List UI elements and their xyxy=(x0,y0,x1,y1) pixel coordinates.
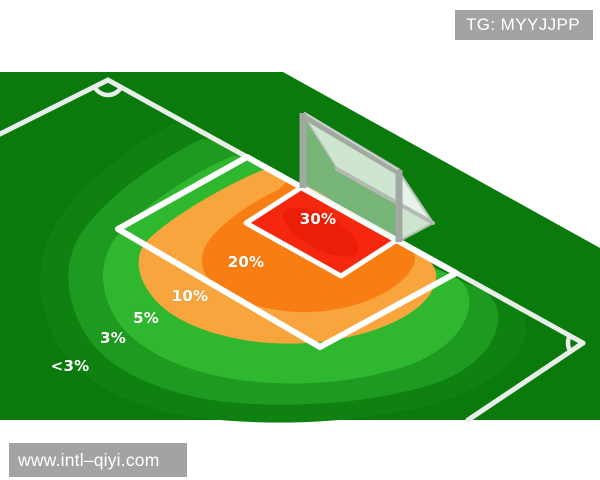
goal-crossbar-highlight xyxy=(303,111,399,171)
zone-30pct-core xyxy=(283,207,359,257)
goal xyxy=(299,111,435,244)
zone-label-5pct: 5% xyxy=(133,309,159,327)
zone-label-30pct: 30% xyxy=(299,210,337,228)
corner-arc-top-left xyxy=(92,84,124,98)
right-sideline xyxy=(465,340,586,423)
zone-label-lt3pct: <3% xyxy=(50,357,90,375)
goal-back-bar xyxy=(335,167,435,225)
watermark-website: www.intl–qiyi.com xyxy=(9,443,187,477)
goal-crossbar xyxy=(301,111,401,176)
corner-arc-bottom-right xyxy=(565,333,573,354)
zone-label-10pct: 10% xyxy=(171,287,209,305)
zone-label-3pct: 3% xyxy=(100,329,126,347)
left-sideline xyxy=(0,77,111,137)
watermark-telegram: TG: MYYJJPP xyxy=(455,10,593,40)
zone-30pct xyxy=(246,187,397,276)
goal-area-box-line xyxy=(243,184,400,279)
zone-label-20pct: 20% xyxy=(227,253,265,271)
